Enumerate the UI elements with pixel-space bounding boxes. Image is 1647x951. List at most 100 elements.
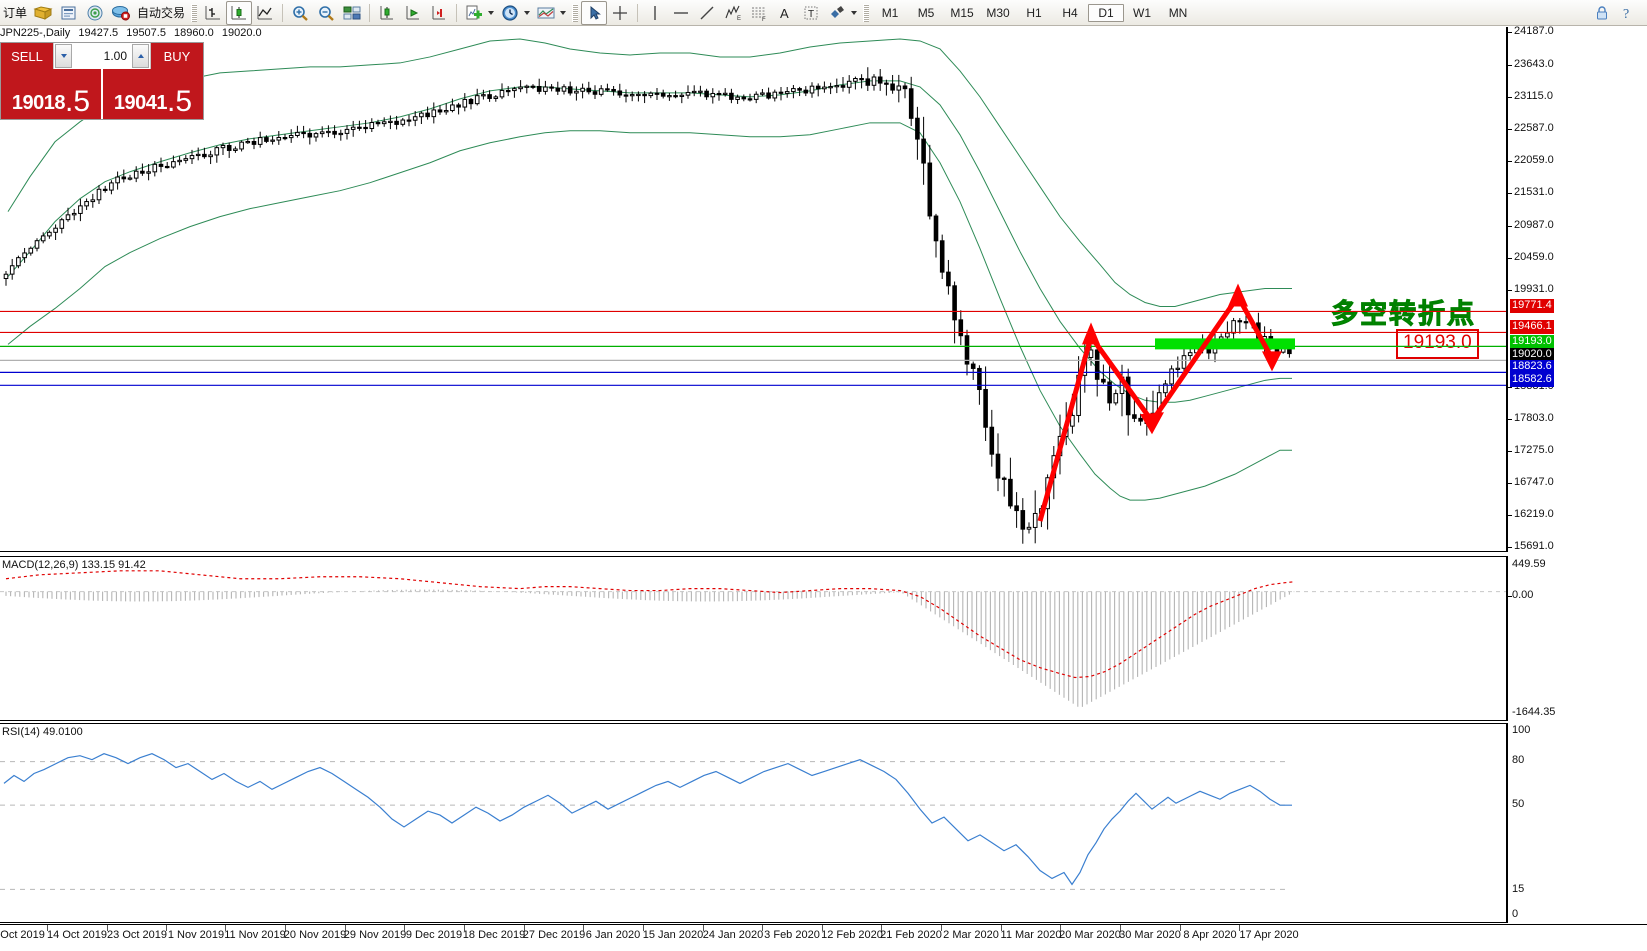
tab-timeframe-h1[interactable]: H1	[1026, 5, 1042, 20]
price-chart-pane[interactable]	[0, 27, 1506, 552]
text-icon[interactable]: A	[772, 1, 798, 25]
candle-body	[71, 212, 77, 216]
toolbar-separator-4	[637, 3, 639, 22]
buy-price-cell[interactable]: 19041 .5	[101, 69, 203, 119]
volume-decrease-button[interactable]	[55, 44, 72, 68]
templates-icon[interactable]	[533, 1, 559, 25]
sell-button[interactable]: SELL	[1, 43, 53, 69]
line-chart-icon[interactable]	[252, 1, 278, 25]
candle-body	[158, 163, 164, 167]
candle-body	[846, 80, 852, 88]
shapes-icon[interactable]	[824, 1, 850, 25]
zoom-out-icon[interactable]	[313, 1, 339, 25]
vline-icon[interactable]	[642, 1, 668, 25]
time-axis-label: 18 Dec 2019	[462, 929, 526, 941]
macd-scale[interactable]: 449.59 0.00 -1644.35	[1506, 556, 1647, 721]
period-dropdown-icon[interactable]	[524, 10, 531, 15]
tab-timeframe-w1[interactable]: W1	[1133, 5, 1152, 20]
news-icon[interactable]	[56, 1, 82, 25]
tab-timeframe-mn[interactable]: MN	[1168, 5, 1188, 20]
tab-timeframe-m30[interactable]: M30	[986, 5, 1010, 20]
cursor-icon[interactable]	[581, 0, 608, 25]
candle-body	[257, 137, 263, 145]
candle-body	[561, 86, 567, 92]
shapes-dropdown-icon[interactable]	[851, 10, 858, 15]
price-annotation-label[interactable]: 19193.0	[1396, 329, 1479, 359]
bar-chart-icon[interactable]	[200, 1, 226, 25]
label-icon[interactable]: T	[798, 1, 824, 25]
tab-timeframe-m5[interactable]: M5	[917, 5, 935, 20]
data-window-icon[interactable]	[374, 1, 400, 25]
autotrade-icon[interactable]	[108, 1, 134, 25]
time-axis-label: 5 Oct 2019	[0, 929, 45, 941]
candle-body	[710, 92, 716, 98]
signals-icon[interactable]	[82, 1, 108, 25]
lock-icon[interactable]	[1589, 1, 1615, 25]
toolbar-grip-2[interactable]	[572, 3, 579, 22]
price-tag-19466-1[interactable]: 19466.1	[1510, 320, 1554, 334]
candle-body	[474, 95, 480, 105]
price-tag-18582-6[interactable]: 18582.6	[1510, 373, 1554, 387]
candle-body	[1008, 478, 1013, 507]
volume-value[interactable]: 1.00	[103, 49, 127, 63]
tile-windows-icon[interactable]	[339, 1, 365, 25]
zoom-in-icon[interactable]	[287, 1, 313, 25]
tab-timeframe-h4[interactable]: H4	[1062, 5, 1078, 20]
rsi-pane[interactable]: RSI(14) 49.0100	[0, 723, 1506, 923]
candle-body	[859, 78, 864, 81]
time-separator	[1120, 925, 1121, 931]
rsi-scale[interactable]: 100 80 50 15 0	[1506, 723, 1647, 923]
folder-icon[interactable]	[30, 1, 56, 25]
candle-body	[164, 165, 170, 169]
price-tag-19193-0[interactable]: 19193.0	[1510, 335, 1554, 349]
volume-increase-button[interactable]	[132, 44, 149, 68]
one-click-trading-panel[interactable]: SELL 1.00 BUY 19018 .5 19041 .5	[0, 42, 204, 120]
trendline-icon[interactable]	[694, 1, 720, 25]
chinese-annotation-text[interactable]: 多空转折点	[1331, 299, 1476, 330]
time-separator	[1239, 925, 1240, 931]
period-icon[interactable]	[497, 1, 523, 25]
price-scale[interactable]: 24187.0 23643.0 23115.0 22587.0 22059.0 21531…	[1506, 25, 1647, 552]
candle-body	[171, 161, 176, 168]
tab-timeframe-d1[interactable]: D1	[1088, 3, 1125, 22]
price-tag-19771-4[interactable]: 19771.4	[1510, 299, 1554, 313]
svg-text:T: T	[808, 9, 814, 20]
macd-pane[interactable]: MACD(12,26,9) 133.15 91.42	[0, 556, 1506, 721]
sell-price-cell[interactable]: 19018 .5	[1, 69, 101, 119]
candle-body	[778, 91, 784, 94]
zigzag-arrowheads	[1082, 283, 1282, 435]
tab-timeframe-m15[interactable]: M15	[950, 5, 974, 20]
candle-body	[487, 94, 492, 99]
orders-button[interactable]: 订单	[0, 1, 30, 25]
candle-body	[890, 83, 895, 91]
toolbar-grip-3[interactable]	[863, 3, 870, 22]
shift-end-icon[interactable]	[426, 1, 452, 25]
buy-button[interactable]: BUY	[151, 43, 203, 69]
rsi-14-line	[3, 753, 1292, 886]
zigzag-annotation[interactable]	[1037, 295, 1275, 522]
candle-body	[381, 121, 387, 125]
new-chart-icon[interactable]	[461, 1, 487, 25]
elliott-icon[interactable]: E	[720, 1, 746, 25]
price-tag-19020-0[interactable]: 19020.0	[1510, 348, 1554, 362]
support-zone-rect[interactable]	[1155, 338, 1295, 350]
help-icon[interactable]: ?	[1615, 1, 1641, 25]
fibonacci-icon[interactable]: F	[746, 1, 772, 25]
toolbar-grip[interactable]	[191, 3, 198, 22]
shift-start-icon[interactable]	[400, 1, 426, 25]
candle-body	[592, 91, 598, 95]
candle-body	[115, 176, 120, 184]
candlestick-chart-icon[interactable]	[226, 0, 253, 25]
hline-icon[interactable]	[668, 1, 694, 25]
candle-body	[350, 126, 356, 130]
templates-dropdown-icon[interactable]	[560, 10, 567, 15]
time-separator	[822, 925, 823, 931]
candle-body	[1125, 376, 1131, 416]
autotrade-button[interactable]: 自动交易	[134, 1, 188, 25]
price-tag-18823-6[interactable]: 18823.6	[1510, 360, 1554, 374]
volume-stepper[interactable]: 1.00	[53, 43, 151, 69]
tab-timeframe-m1[interactable]: M1	[881, 5, 899, 20]
new-chart-dropdown-icon[interactable]	[488, 10, 495, 15]
crosshair-icon[interactable]	[607, 1, 633, 25]
